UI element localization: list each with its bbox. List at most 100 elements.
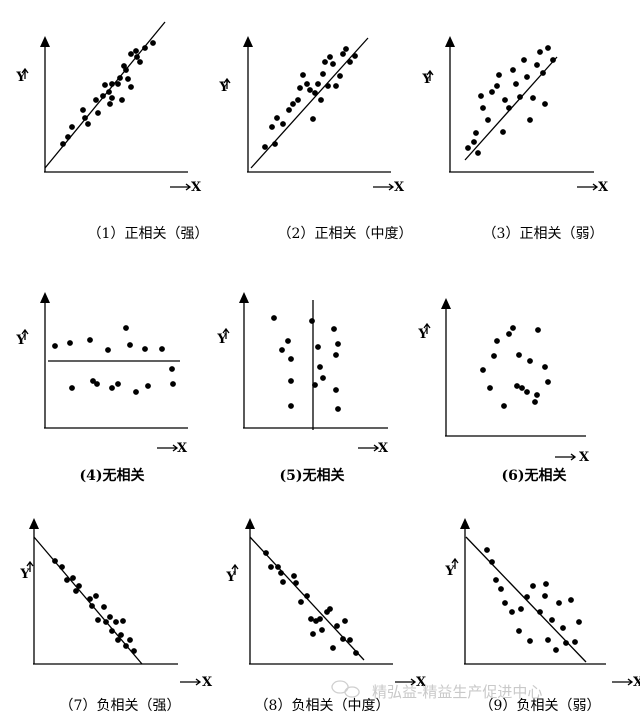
p3-point-2 [475, 150, 481, 156]
p9-y-axis-label: Y [444, 564, 455, 579]
p1-point-13 [109, 81, 115, 87]
p3-point-3 [473, 130, 479, 136]
p8-point-5 [280, 579, 286, 585]
p5-y-axis-arrowhead [239, 292, 249, 303]
p6-point-10 [519, 385, 525, 391]
p8-point-8 [298, 599, 304, 605]
p3-caption: （3）正相关（弱） [483, 226, 604, 242]
p4-x-axis-label: X [177, 441, 188, 456]
p1-point-23 [134, 54, 140, 60]
p9-point-9 [524, 594, 530, 600]
p6-point-16 [542, 364, 548, 370]
p9-point-5 [502, 600, 508, 606]
p1-point-20 [128, 51, 134, 57]
p7-y-axis-label: Y [19, 567, 30, 582]
p9-point-4 [498, 586, 504, 592]
p2-point-27 [352, 53, 358, 59]
p8-point-4 [278, 570, 284, 576]
p3-point-23 [542, 101, 548, 107]
p4-y-axis-arrowhead [40, 292, 50, 303]
watermark-text: 精弘益-精益生产促进中心 [372, 683, 542, 701]
p8-point-10 [308, 616, 314, 622]
p3-point-5 [480, 105, 486, 111]
p3-point-1 [465, 145, 471, 151]
p1-point-14 [115, 81, 121, 87]
p6-point-14 [534, 392, 540, 398]
p9-point-8 [518, 606, 524, 612]
p3-point-9 [496, 72, 502, 78]
p1-point-26 [150, 40, 156, 46]
p1-y-axis-label: Y [15, 70, 26, 85]
p9-point-2 [489, 559, 495, 565]
p5-point-13 [333, 352, 339, 358]
p3-axes [449, 38, 594, 173]
p9-point-16 [549, 617, 555, 623]
p4-point-12 [133, 389, 139, 395]
p7-point-7 [87, 596, 93, 602]
p8-point-6 [291, 573, 297, 579]
p2-x-label-arrow [373, 183, 395, 191]
p7-point-4 [70, 575, 76, 581]
p2-y-axis-arrowhead [243, 36, 253, 47]
p1-point-21 [128, 84, 134, 90]
p3-point-8 [494, 83, 500, 89]
p2-point-3 [269, 124, 275, 130]
p3-point-7 [489, 89, 495, 95]
p7-point-10 [95, 617, 101, 623]
p9-point-17 [553, 647, 559, 653]
p9-point-13 [542, 593, 548, 599]
p9-x-axis-label: X [633, 675, 640, 690]
p9-point-19 [560, 625, 566, 631]
p9-y-axis-arrowhead [460, 518, 470, 529]
p4-axes [44, 294, 188, 429]
p2-point-15 [315, 81, 321, 87]
p1-point-1 [60, 141, 66, 147]
p9-axes [464, 520, 606, 665]
p3-y-axis-label: Y [421, 72, 432, 87]
p4-point-2 [67, 340, 73, 346]
p2-point-13 [310, 116, 316, 122]
p1-point-27 [107, 101, 113, 107]
p6-point-3 [491, 353, 497, 359]
p2-point-21 [330, 61, 336, 67]
p7-point-16 [115, 637, 121, 643]
p6-point-4 [494, 338, 500, 344]
p2-axes [247, 38, 391, 173]
p3-x-axis-label: X [598, 180, 609, 195]
p9-point-11 [530, 583, 536, 589]
p1-point-8 [95, 110, 101, 116]
p8-point-3 [275, 564, 281, 570]
p5-point-7 [309, 318, 315, 324]
p4-point-6 [94, 381, 100, 387]
p7-point-20 [127, 637, 133, 643]
p1-point-6 [82, 115, 88, 121]
p1-point-15 [117, 75, 123, 81]
p7-point-3 [64, 577, 70, 583]
p7-caption: （7）负相关（强） [60, 698, 181, 714]
p3-point-11 [502, 97, 508, 103]
p4-point-14 [145, 383, 151, 389]
p8-point-9 [304, 593, 310, 599]
p4-y-axis-label: Y [15, 333, 26, 348]
p7-x-axis-label: X [202, 675, 213, 690]
p7-point-21 [131, 648, 137, 654]
p2-point-7 [290, 101, 296, 107]
p1-point-25 [142, 45, 148, 51]
p1-x-label-arrow [170, 183, 192, 191]
p3-point-20 [534, 62, 540, 68]
p6-x-axis-label: X [579, 450, 590, 465]
p3-point-18 [527, 117, 533, 123]
p6-x-label-arrow [555, 453, 577, 461]
p7-point-19 [123, 643, 129, 649]
p5-point-6 [288, 403, 294, 409]
p6-point-2 [487, 385, 493, 391]
p1-point-16 [119, 97, 125, 103]
p2-point-23 [337, 73, 343, 79]
p5-point-3 [285, 338, 291, 344]
p2-point-19 [325, 83, 331, 89]
p6-axes [445, 300, 586, 437]
wechat-icon [331, 680, 360, 698]
p9-point-12 [537, 609, 543, 615]
p3-point-4 [478, 93, 484, 99]
